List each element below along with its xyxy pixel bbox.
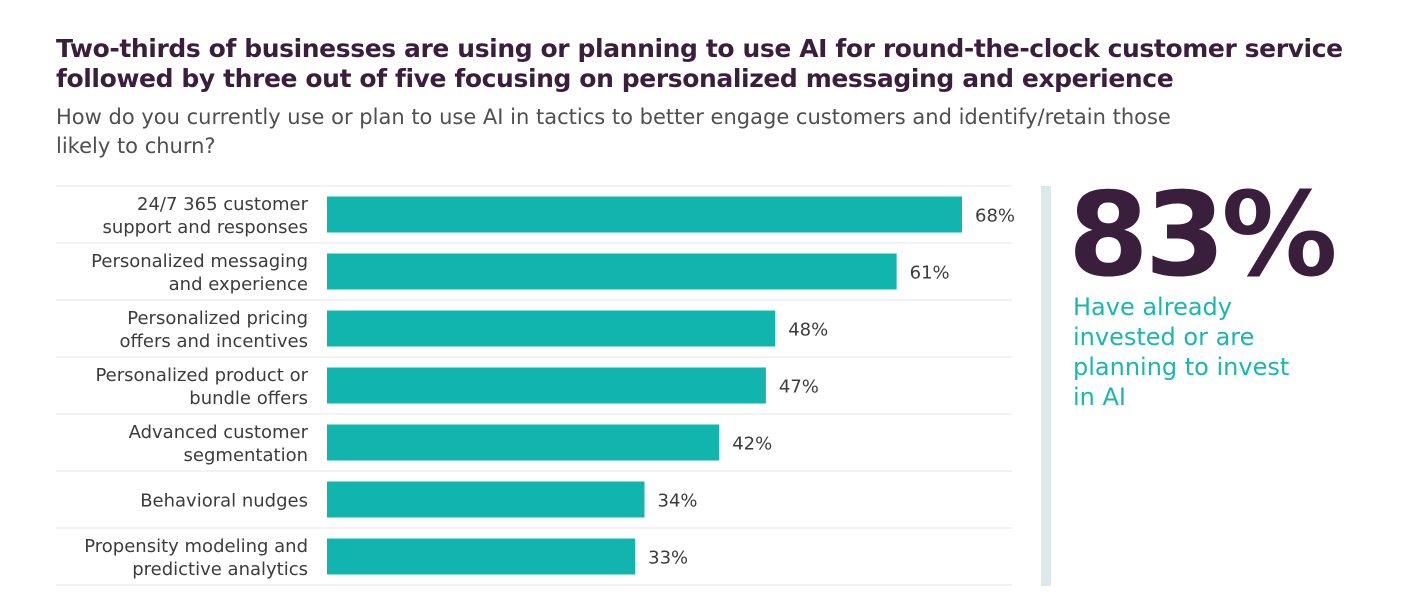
category-label: Propensity modeling and predictive analyt… — [84, 536, 308, 580]
chart-subtitle: How do you currently use or plan to use … — [56, 105, 1171, 158]
value-label: 33% — [648, 548, 688, 569]
category-label: Personalized pricing offers and incentive… — [119, 308, 308, 352]
bar-chart: 24/7 365 customer support and responses 68… — [56, 185, 1015, 586]
category-label: Personalized product or bundle offers — [95, 365, 308, 409]
bar — [327, 310, 776, 347]
value-label: 68% — [975, 206, 1015, 227]
category-label: Advanced customer segmentation — [129, 422, 309, 466]
chart-rows: 24/7 365 customer support and responses 68… — [56, 185, 1015, 586]
chart-title: Two-thirds of businesses are using or pl… — [56, 34, 1343, 93]
bar — [327, 481, 645, 518]
value-label: 42% — [732, 434, 772, 455]
bar — [327, 253, 897, 290]
value-label: 61% — [910, 263, 950, 284]
value-label: 34% — [658, 491, 698, 512]
bar — [327, 538, 636, 575]
category-label: 24/7 365 customer support and responses — [102, 194, 308, 238]
bar — [327, 196, 962, 233]
callout-value: 83% — [1068, 168, 1338, 303]
value-label: 48% — [788, 320, 828, 341]
category-label: Behavioral nudges — [140, 491, 308, 512]
bar — [327, 367, 766, 404]
callout-caption: Have already invested or are planning to… — [1073, 293, 1290, 411]
divider — [1041, 186, 1051, 586]
value-label: 47% — [779, 377, 819, 398]
category-label: Personalized messaging and experience — [91, 251, 308, 295]
bar — [327, 424, 720, 461]
